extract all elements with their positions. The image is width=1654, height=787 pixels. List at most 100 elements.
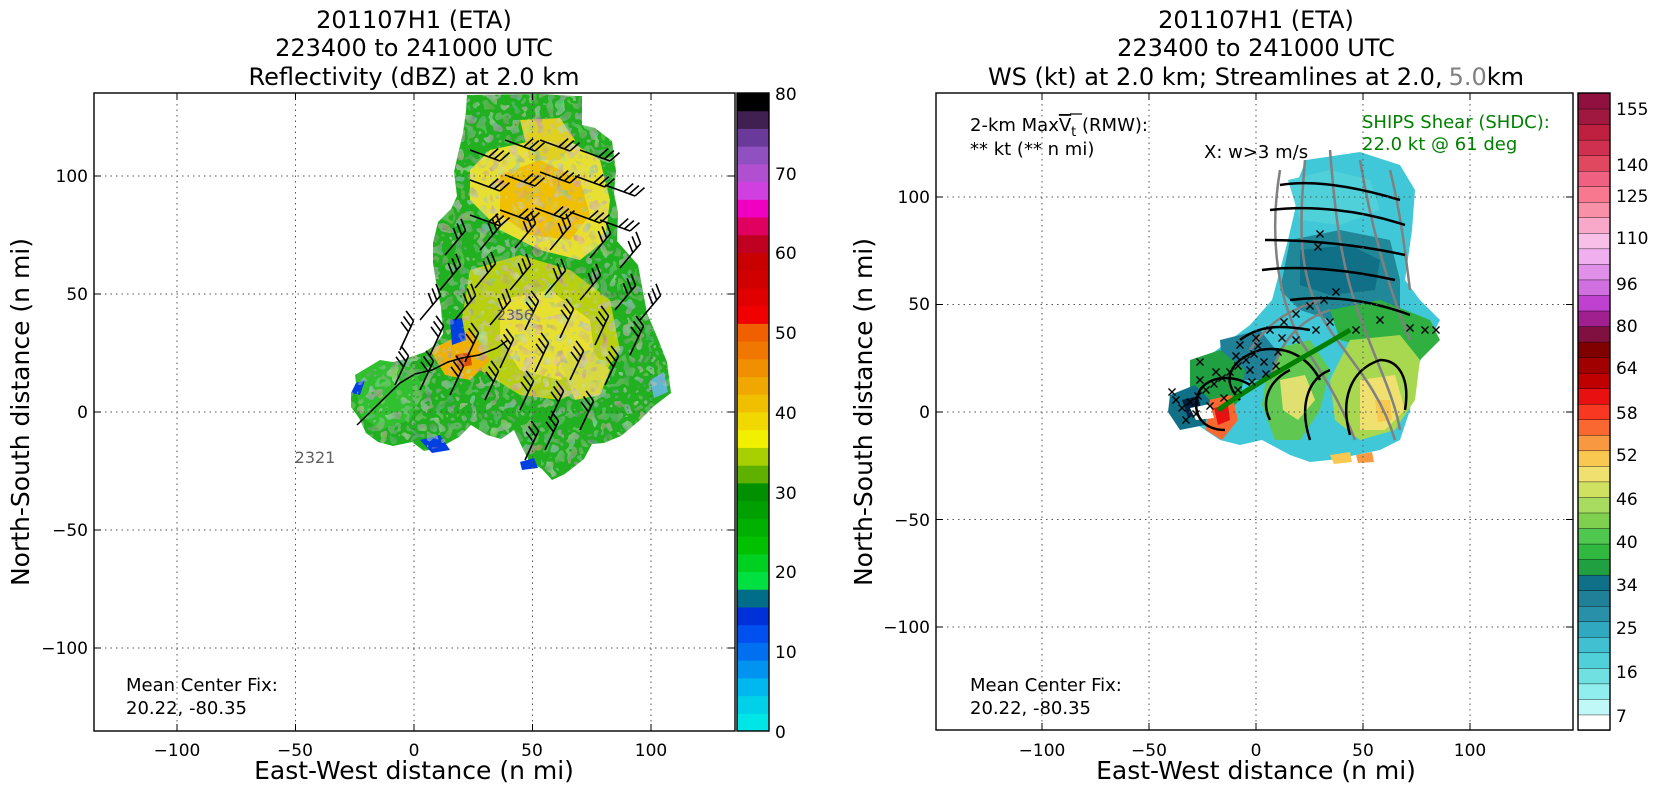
windspeed-colorbar-segment bbox=[1577, 123, 1611, 141]
cbar-left-tick-50: 50 bbox=[775, 324, 797, 344]
cbar-right-tick-25: 25 bbox=[1616, 619, 1638, 639]
wind-barb-feather bbox=[569, 142, 580, 152]
wind-barb bbox=[504, 172, 545, 187]
wind-barb-feather bbox=[530, 290, 540, 302]
wind-barb-feather bbox=[427, 292, 434, 305]
wind-barb bbox=[569, 209, 610, 224]
wind-barb-shaft bbox=[399, 320, 415, 351]
reflectivity-field bbox=[351, 94, 671, 480]
wind-barb bbox=[549, 213, 572, 251]
wind-barb bbox=[524, 420, 540, 461]
wind-barb-feather bbox=[580, 401, 590, 413]
wind-barb-feather bbox=[556, 263, 563, 276]
reflectivity-colorbar-segment bbox=[737, 412, 769, 431]
updraft-marker bbox=[1192, 410, 1200, 418]
right-xtick-0: 0 bbox=[1251, 741, 1262, 761]
wind-barb-feather bbox=[529, 212, 540, 222]
updraft-marker bbox=[1234, 386, 1242, 394]
wind-barb-feather bbox=[451, 258, 458, 271]
left-xtick-50: 50 bbox=[521, 741, 543, 761]
wind-barb-feather bbox=[517, 262, 524, 275]
wind-barb-feather bbox=[400, 345, 410, 357]
updraft-marker bbox=[1210, 380, 1218, 388]
wind-barb bbox=[449, 355, 465, 396]
wind-barb-feather bbox=[499, 152, 510, 162]
wind-barb bbox=[469, 147, 510, 162]
cbar-left-tick-40: 40 bbox=[775, 404, 797, 424]
right-center-fix-label: Mean Center Fix: bbox=[970, 675, 1122, 696]
reflectivity-colorbar-segment bbox=[737, 93, 769, 112]
wind-barb bbox=[539, 137, 580, 152]
wind-barb-feather bbox=[501, 293, 508, 306]
wind-barb-feather bbox=[601, 226, 608, 239]
wind-barb-feather bbox=[635, 315, 645, 327]
right-xtick-50: 50 bbox=[1352, 741, 1374, 761]
windspeed-colorbar-segment bbox=[1577, 589, 1611, 607]
right-title-line-3-main: WS (kt) at 2.0 km; Streamlines at 2.0, bbox=[988, 63, 1443, 91]
wind-barb bbox=[439, 253, 462, 291]
updraft-marker bbox=[1252, 334, 1260, 342]
wind-barb bbox=[504, 137, 545, 152]
wind-barb-feather bbox=[499, 217, 510, 227]
right-ytick-minus100: −100 bbox=[883, 618, 930, 638]
updraft-marker bbox=[1326, 318, 1334, 326]
wind-barb-feather bbox=[563, 172, 575, 182]
right-title-line-3: WS (kt) at 2.0 km; Streamlines at 2.0, 5.… bbox=[988, 63, 1524, 91]
wind-barb bbox=[464, 322, 480, 363]
windspeed-colorbar-segment bbox=[1577, 217, 1611, 234]
right-ytick-50: 50 bbox=[908, 295, 930, 315]
cbar-right-tick-7: 7 bbox=[1616, 707, 1627, 727]
maxvt-label-symbol: V bbox=[1059, 115, 1072, 136]
wind-barb-feather bbox=[402, 315, 412, 327]
wind-barb-feather bbox=[628, 185, 640, 195]
reflectivity-colorbar-segment bbox=[737, 287, 769, 307]
updraft-marker bbox=[1248, 378, 1256, 386]
wind-barb-feather bbox=[470, 322, 480, 334]
cbar-left-tick-0: 0 bbox=[775, 723, 786, 743]
updraft-marker bbox=[1182, 416, 1190, 424]
right-title-line-3-unit: km bbox=[1487, 63, 1524, 91]
ships-shear-title: SHIPS Shear (SHDC): bbox=[1362, 112, 1550, 133]
windspeed-colorbar-segment bbox=[1577, 667, 1611, 685]
cbar-right-tick-34: 34 bbox=[1616, 576, 1638, 596]
reflectivity-colorbar-segment bbox=[737, 624, 769, 643]
updraft-legend: X: w>3 m/s bbox=[1204, 142, 1308, 163]
windspeed-colorbar-segment bbox=[1577, 294, 1611, 312]
left-xtick-minus50: −50 bbox=[277, 741, 313, 761]
cbar-left-tick-60: 60 bbox=[775, 244, 797, 264]
left-title-line-1: 201107H1 (ETA) bbox=[316, 6, 512, 34]
reflectivity-colorbar-segment bbox=[737, 660, 769, 679]
wind-barb-feather bbox=[487, 365, 497, 377]
right-title-line-2: 223400 to 241000 UTC bbox=[1117, 34, 1395, 62]
left-xtick-0: 0 bbox=[409, 741, 420, 761]
windspeed-colorbar-segment bbox=[1577, 356, 1611, 374]
wind-barb bbox=[539, 169, 580, 184]
windspeed-colorbar-segment bbox=[1577, 419, 1611, 436]
wind-barb bbox=[579, 390, 595, 431]
wind-barb-feather bbox=[553, 205, 564, 216]
right-ytick-minus50: −50 bbox=[894, 511, 930, 531]
wind-barb-feather bbox=[575, 340, 585, 352]
reflectivity-colorbar-segment bbox=[737, 518, 769, 537]
updraft-marker bbox=[1242, 356, 1250, 364]
wind-barb-feather bbox=[467, 327, 477, 339]
wind-barb-feather bbox=[488, 177, 499, 188]
wind-barb-feather bbox=[527, 425, 537, 437]
wind-barb bbox=[419, 350, 435, 391]
wind-barb-feather bbox=[595, 263, 602, 276]
wind-barb-feather bbox=[618, 217, 629, 228]
updraft-marker bbox=[1186, 398, 1194, 406]
wind-barb-feather bbox=[597, 230, 604, 243]
wind-barb bbox=[514, 211, 537, 249]
wind-barb-feather bbox=[523, 172, 534, 183]
wind-barb-feather bbox=[486, 256, 493, 269]
wind-barb-feather bbox=[520, 381, 530, 393]
windspeed-field bbox=[1168, 152, 1440, 464]
updraft-marker bbox=[1272, 362, 1280, 370]
windspeed-colorbar-segment bbox=[1577, 558, 1611, 576]
wind-barb-feather bbox=[525, 253, 532, 266]
updraft-markers bbox=[1168, 230, 1440, 424]
wind-barb bbox=[559, 298, 575, 339]
windspeed-colorbar-segment bbox=[1577, 170, 1611, 187]
streamlines-2km bbox=[1194, 181, 1411, 441]
